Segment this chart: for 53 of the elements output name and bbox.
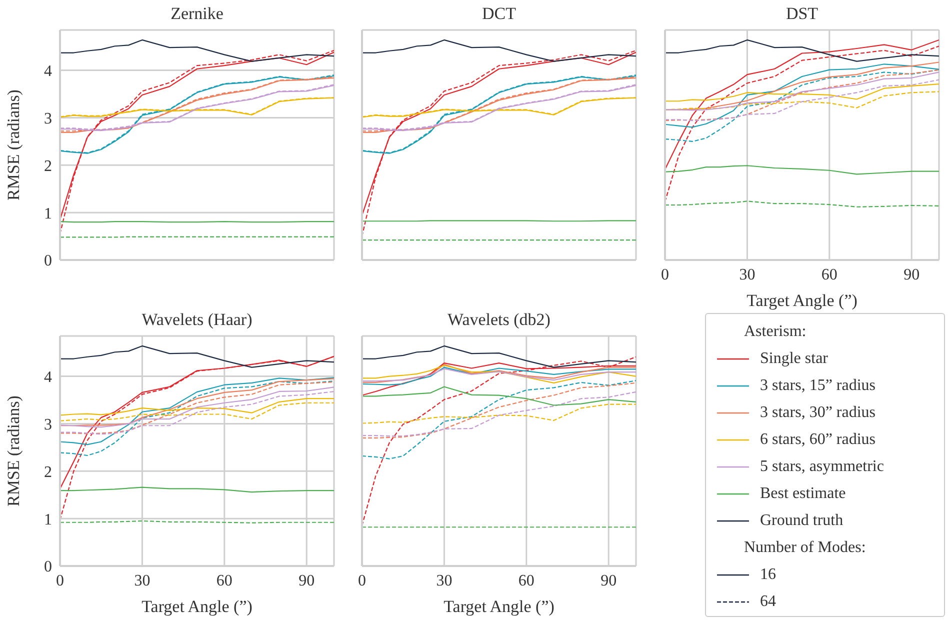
x-tick-label: 30	[739, 266, 756, 284]
y-tick-label: 3	[44, 110, 52, 128]
x-tick-label: 30	[436, 572, 452, 590]
x-axis-title: Target Angle (”)	[444, 597, 554, 616]
x-axis-title: Target Angle (”)	[746, 291, 858, 310]
x-tick-label: 60	[216, 572, 232, 590]
chart-title: DCT	[481, 4, 517, 24]
text: 16	[760, 566, 776, 584]
y-tick-label: 4	[44, 62, 52, 80]
line-series	[60, 380, 334, 456]
line-series	[60, 398, 334, 416]
text: Number of Modes:	[743, 538, 867, 558]
x-tick-label: 90	[298, 572, 315, 590]
legend-label: 3 stars, 30” radius	[760, 404, 876, 422]
line-series	[60, 345, 334, 368]
y-axis-title: RMSE (radians)	[4, 90, 24, 200]
x-tick-label: 90	[904, 266, 920, 284]
line-series	[60, 386, 334, 428]
line-series	[60, 39, 334, 62]
y-tick-label: 4	[44, 368, 52, 386]
y-tick-label: 2	[44, 464, 52, 481]
legend-label: 6 stars, 60” radius	[760, 430, 876, 448]
y-tick-label: 2	[44, 158, 52, 175]
line-series	[60, 381, 334, 434]
line-series	[60, 378, 334, 426]
x-tick-label: 30	[134, 572, 150, 590]
legend-label: Single star	[760, 350, 828, 368]
y-tick-label: 0	[44, 252, 52, 270]
y-tick-label: 1	[44, 205, 52, 222]
legend-label: 5 stars, asymmetric	[760, 458, 884, 476]
line-series	[60, 377, 334, 446]
y-axis-title: RMSE (radians)	[4, 396, 24, 506]
chart-title: DST	[784, 4, 820, 24]
chart-title: Zernike	[170, 4, 224, 24]
x-tick-label: 0	[661, 266, 669, 284]
legend-label: Ground truth	[760, 512, 844, 530]
x-tick-label: 60	[821, 266, 838, 284]
x-tick-label: 0	[56, 572, 64, 590]
x-tick-label: 60	[518, 572, 534, 590]
chart-title: Wavelets (Haar)	[140, 310, 254, 330]
y-tick-label: 0	[44, 558, 52, 576]
y-tick-label: 1	[44, 511, 52, 528]
y-tick-label: 3	[44, 416, 52, 434]
chart-title: Wavelets (db2)	[446, 310, 552, 330]
line-series	[60, 402, 334, 422]
legend-label: Best estimate	[760, 484, 846, 502]
x-tick-label: 0	[358, 572, 366, 590]
legend-title: Asterism:	[743, 322, 808, 342]
x-tick-label: 90	[600, 572, 617, 590]
x-axis-title: Target Angle (”)	[142, 597, 252, 616]
legend-label: 3 stars, 15” radius	[760, 376, 876, 394]
text: 64	[760, 592, 776, 610]
line-series	[60, 390, 334, 435]
